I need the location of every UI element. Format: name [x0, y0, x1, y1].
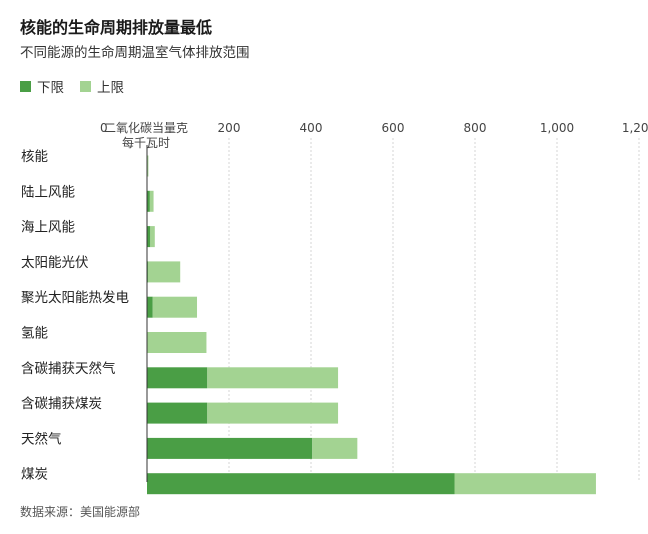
axis-unit-line2: 每千瓦时: [122, 135, 170, 150]
legend: 下限 上限: [20, 76, 140, 96]
x-axis-ticks: 0 200 400 600 800 1,000 1,200: [100, 121, 648, 135]
bar-lower: [147, 226, 151, 248]
bar-lower: [147, 296, 153, 318]
bar-upper: [454, 473, 596, 495]
x-tick-label: 0: [100, 121, 108, 135]
chart-subtitle: 不同能源的生命周期温室气体排放范围: [20, 45, 250, 61]
category-label: 海上风能: [21, 220, 75, 236]
x-tick-label: 800: [464, 121, 487, 135]
bar-upper: [149, 190, 154, 212]
bar-lower: [147, 437, 313, 459]
category-label: 含碳捕获天然气: [21, 360, 116, 377]
bar-upper: [207, 367, 339, 389]
x-tick-label: 1,000: [540, 121, 574, 135]
x-tick-label: 1,200: [622, 121, 648, 135]
bar-upper: [152, 296, 198, 318]
category-label: 煤炭: [21, 467, 48, 483]
legend-item-upper: 上限: [80, 76, 124, 96]
legend-swatch-lower: [20, 80, 31, 92]
legend-label-upper: 上限: [97, 80, 124, 96]
category-label: 氢能: [21, 326, 48, 342]
bar-upper: [312, 437, 358, 459]
data-source: 数据来源：美国能源部: [20, 505, 141, 519]
bar-upper: [150, 226, 155, 248]
bar-upper: [147, 155, 149, 177]
axis-unit-line1: 二氧化碳当量克: [104, 121, 188, 135]
legend-swatch-upper: [80, 80, 91, 92]
x-tick-label: 600: [382, 121, 405, 135]
bar-upper: [147, 332, 207, 353]
bars: [147, 155, 596, 495]
x-tick-label: 200: [218, 121, 241, 135]
category-label: 陆上风能: [21, 184, 75, 200]
gridlines: [228, 138, 640, 482]
bar-lower: [147, 190, 150, 212]
bar-lower: [147, 473, 455, 495]
legend-label-lower: 下限: [37, 80, 64, 96]
category-label: 核能: [21, 149, 48, 165]
category-labels: 核能陆上风能海上风能太阳能光伏聚光太阳能热发电氢能含碳捕获天然气含碳捕获煤炭天然…: [21, 149, 129, 483]
category-label: 含碳捕获煤炭: [21, 396, 102, 412]
chart-title: 核能的生命周期排放量最低: [20, 18, 213, 37]
bar-upper: [147, 261, 181, 283]
legend-item-lower: 下限: [20, 76, 64, 96]
category-label: 太阳能光伏: [21, 255, 89, 271]
bar-lower: [147, 402, 208, 424]
x-tick-label: 400: [300, 121, 323, 135]
category-label: 聚光太阳能热发电: [21, 290, 129, 306]
bar-upper: [207, 402, 339, 424]
bar-lower: [147, 367, 208, 389]
category-label: 天然气: [21, 430, 62, 447]
